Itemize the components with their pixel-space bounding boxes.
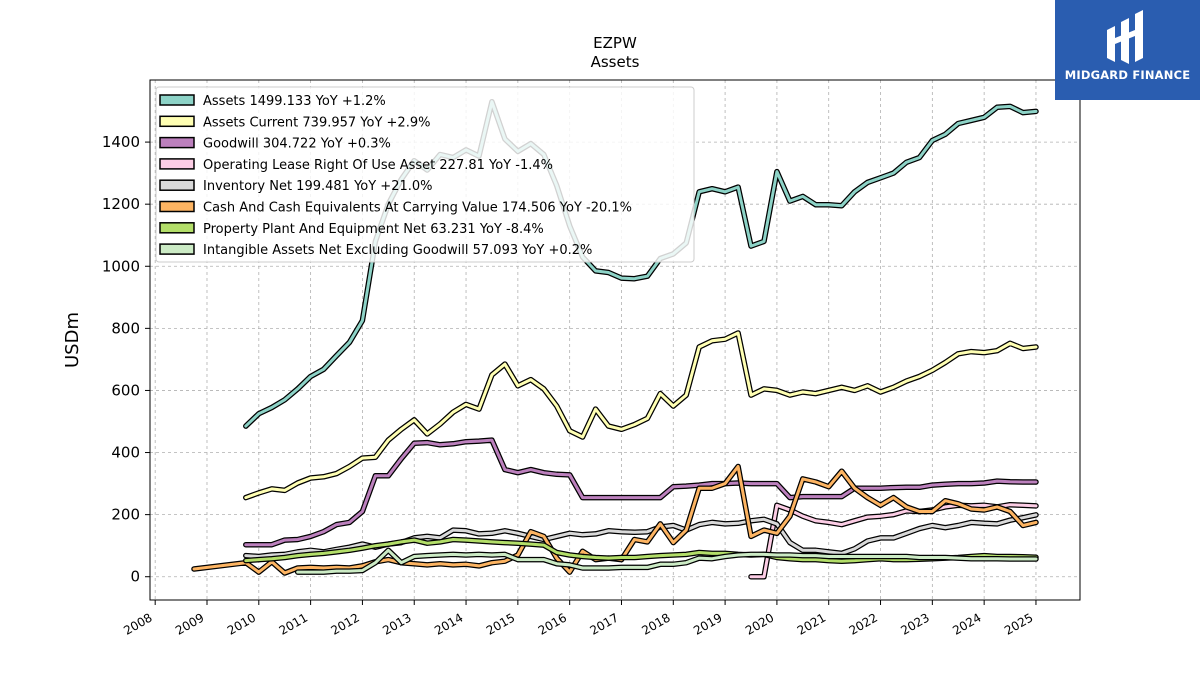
y-tick-label: 1400 xyxy=(102,133,140,151)
y-tick-label: 1200 xyxy=(102,195,140,213)
series-stroke xyxy=(244,438,1038,547)
series-line-4 xyxy=(748,501,1039,580)
legend-label: Intangible Assets Net Excluding Goodwill… xyxy=(203,243,592,258)
x-tick-label: 2016 xyxy=(536,610,569,637)
legend-item: Operating Lease Right Of Use Asset 227.8… xyxy=(159,158,553,173)
legend-label: Assets Current 739.957 YoY +2.9% xyxy=(203,115,430,130)
y-tick-label: 400 xyxy=(111,444,140,462)
series-line-7 xyxy=(243,536,1039,564)
legend-box xyxy=(155,86,695,263)
legend-label: Property Plant And Equipment Net 63.231 … xyxy=(203,222,544,237)
series-line-2 xyxy=(243,330,1039,501)
legend-item: Cash And Cash Equivalents At Carrying Va… xyxy=(159,200,632,216)
brand-name: MIDGARD FINANCE xyxy=(1064,68,1191,82)
x-tick-label: 2025 xyxy=(1002,610,1035,637)
x-tick-label: 2009 xyxy=(173,610,206,637)
legend-item: Assets 1499.133 YoY +1.2% xyxy=(159,94,386,109)
brand-logo: MIDGARD FINANCE xyxy=(1055,0,1200,100)
legend-item: Goodwill 304.722 YoY +0.3% xyxy=(159,136,391,152)
y-axis: 0 200 400 600 800 1000 1200 1400 xyxy=(102,133,150,586)
legend-label: Cash And Cash Equivalents At Carrying Va… xyxy=(203,201,632,216)
x-tick-label: 2022 xyxy=(847,610,880,637)
y-axis-label: USDm xyxy=(62,312,83,368)
legend-item: Inventory Net 199.481 YoY +21.0% xyxy=(159,179,433,194)
series-outline xyxy=(243,330,1039,501)
legend-item: Assets Current 739.957 YoY +2.9% xyxy=(159,115,430,130)
legend-label: Inventory Net 199.481 YoY +21.0% xyxy=(203,179,433,194)
y-tick-label: 0 xyxy=(130,568,140,586)
brand-mark-icon xyxy=(1107,10,1143,64)
x-tick-label: 2021 xyxy=(795,610,828,637)
legend-item: Intangible Assets Net Excluding Goodwill… xyxy=(159,243,592,258)
x-tick-label: 2019 xyxy=(691,610,724,637)
x-tick-label: 2023 xyxy=(898,610,931,637)
y-tick-label: 200 xyxy=(111,506,140,524)
legend-label: Assets 1499.133 YoY +1.2% xyxy=(203,94,386,109)
x-tick-label: 2010 xyxy=(225,610,258,637)
legend-swatch xyxy=(159,222,195,234)
legend-swatch xyxy=(159,179,195,191)
x-tick-label: 2020 xyxy=(743,610,776,637)
x-tick-label: 2013 xyxy=(380,610,413,637)
series-stroke xyxy=(192,465,1038,575)
series-line-3 xyxy=(243,437,1039,548)
series-stroke xyxy=(296,548,1038,574)
x-tick-label: 2014 xyxy=(432,610,465,637)
plot-frame xyxy=(149,79,1081,601)
x-axis: 2008 2009 2010 2011 2012 2013 2014 2015 2016 2017… xyxy=(121,600,1037,638)
legend-swatch xyxy=(159,158,195,170)
legend-swatch xyxy=(159,243,195,255)
legend-item: Property Plant And Equipment Net 63.231 … xyxy=(159,222,544,237)
x-tick-label: 2018 xyxy=(639,610,672,637)
x-tick-label: 2024 xyxy=(950,610,983,637)
x-tick-label: 2011 xyxy=(277,610,310,637)
legend: Assets 1499.133 YoY +1.2% Assets Current … xyxy=(155,86,695,263)
series-line-8 xyxy=(294,547,1039,575)
x-tick-label: 2012 xyxy=(328,610,361,637)
x-tick-label: 2017 xyxy=(588,610,621,637)
legend-label: Goodwill 304.722 YoY +0.3% xyxy=(203,137,391,152)
series-line-6 xyxy=(191,463,1039,576)
series-stroke xyxy=(244,331,1038,500)
legend-swatch xyxy=(159,94,195,106)
legend-swatch xyxy=(159,200,195,213)
legend-label: Operating Lease Right Of Use Asset 227.8… xyxy=(203,158,553,173)
x-tick-label: 2008 xyxy=(121,610,154,637)
x-tick-label: 2015 xyxy=(484,610,517,637)
y-tick-label: 800 xyxy=(111,319,140,337)
legend-swatch xyxy=(159,136,195,149)
series-stroke xyxy=(749,503,1038,579)
y-tick-label: 600 xyxy=(111,381,140,399)
y-tick-label: 1000 xyxy=(102,257,140,275)
chart-subtitle: Assets xyxy=(591,53,640,71)
chart-title: EZPW xyxy=(593,34,637,52)
series-stroke xyxy=(244,538,1038,563)
legend-swatch xyxy=(159,115,195,128)
